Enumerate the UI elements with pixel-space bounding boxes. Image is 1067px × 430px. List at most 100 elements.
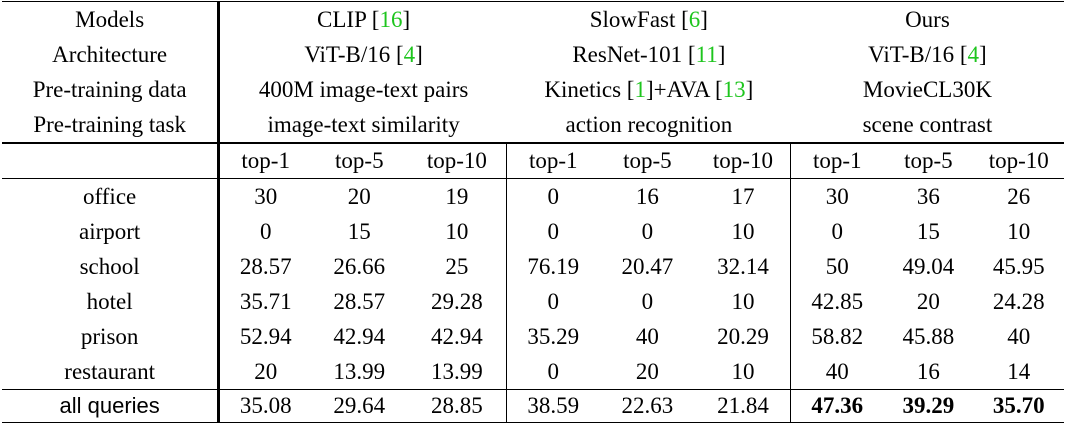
data-row: restaurant 20 13.99 13.99 0 20 10 40 16 14 xyxy=(2,354,1064,390)
row-header: Models xyxy=(2,1,221,37)
value-cell: 16 xyxy=(916,358,940,384)
data-row: office 30 20 19 0 16 17 30 36 26 xyxy=(2,178,1064,214)
value-cell: 28.57 xyxy=(239,253,292,279)
value-cell: 29.28 xyxy=(407,284,508,319)
citation: 11 xyxy=(695,41,718,67)
cell-text: ] xyxy=(745,76,754,102)
model-cell: ResNet-101 [11] xyxy=(507,37,791,72)
value-cell: 58.82 xyxy=(811,323,864,349)
value-cell: 28.85 xyxy=(407,389,508,423)
results-table: Models CLIP [16] SlowFast [6] Ours Architect… xyxy=(2,1,1064,423)
value-cell: 0 xyxy=(547,358,560,384)
value-cell: 15 xyxy=(916,218,940,244)
value-cell: 13.99 xyxy=(333,358,386,384)
cell-text: ] xyxy=(700,6,708,32)
citation: 1 xyxy=(634,76,646,102)
value-cell: 0 xyxy=(641,288,654,314)
value-cell: 39.29 xyxy=(883,389,974,423)
value-cell: 29.64 xyxy=(311,389,408,423)
value-cell: 0 xyxy=(547,183,560,209)
value-cell: 52.94 xyxy=(239,323,292,349)
value-cell: 50 xyxy=(825,253,849,279)
model-cell: CLIP [16] xyxy=(218,1,507,37)
value-cell: 40 xyxy=(1007,323,1031,349)
value-cell: 26 xyxy=(1007,183,1031,209)
model-cell: Ours xyxy=(790,1,1064,37)
cell-text: CLIP [ xyxy=(317,6,380,32)
value-cell: 28.57 xyxy=(333,288,386,314)
value-cell: 40 xyxy=(825,358,849,384)
model-cell: 400M image-text pairs xyxy=(219,72,507,107)
row-label: prison xyxy=(2,319,221,354)
metric-header: top-1 xyxy=(218,142,312,179)
header-row: Models CLIP [16] SlowFast [6] Ours xyxy=(2,1,1064,37)
value-cell: 0 xyxy=(547,218,560,244)
value-cell: 35.29 xyxy=(527,323,580,349)
empty-cell xyxy=(2,142,221,179)
row-label: school xyxy=(2,249,221,284)
value-cell: 45.95 xyxy=(992,253,1045,279)
header-row: Pre-training data 400M image-text pairs Ki… xyxy=(2,72,1064,107)
data-row: school 28.57 26.66 25 76.19 20.47 32.14 50 49.04… xyxy=(2,249,1064,284)
cell-text: Architecture xyxy=(52,41,168,67)
cell-text: ] xyxy=(717,41,726,67)
header-row: Architecture ViT-B/16 [4] ResNet-101 [11] V… xyxy=(2,37,1064,72)
model-cell: scene contrast xyxy=(791,107,1064,143)
citation: 4 xyxy=(967,41,980,67)
value-cell: 20 xyxy=(635,358,659,384)
row-header: Architecture xyxy=(2,37,221,72)
value-cell: 38.59 xyxy=(506,389,600,423)
value-cell: 32.14 xyxy=(695,249,792,284)
value-cell: 26.66 xyxy=(333,253,386,279)
value-cell: 15 xyxy=(347,218,371,244)
value-cell: 10 xyxy=(407,214,508,249)
value-cell: 21.84 xyxy=(695,389,792,423)
cell-text: image-text similarity xyxy=(267,111,460,137)
value-cell: 22.63 xyxy=(599,389,696,423)
cell-text: SlowFast [ xyxy=(589,6,689,32)
data-row: prison 52.94 42.94 42.94 35.29 40 20.29 58.82 45… xyxy=(2,319,1064,354)
row-label: office xyxy=(2,178,221,214)
citation: 6 xyxy=(688,6,701,32)
value-cell: 20 xyxy=(347,183,371,209)
value-cell: 14 xyxy=(1007,358,1031,384)
cell-text: action recognition xyxy=(565,111,733,137)
value-cell: 20.47 xyxy=(621,253,674,279)
metric-header: top-10 xyxy=(973,142,1064,179)
row-header: Pre-training task xyxy=(2,107,221,143)
cell-text: ViT-B/16 [ xyxy=(868,41,968,67)
row-label: hotel xyxy=(2,284,221,319)
value-cell: 35.70 xyxy=(973,389,1064,423)
value-cell: 0 xyxy=(831,218,844,244)
metric-header: top-1 xyxy=(790,142,884,179)
value-cell: 42.85 xyxy=(811,288,864,314)
value-cell: 0 xyxy=(641,218,654,244)
value-cell: 20 xyxy=(916,288,940,314)
value-cell: 0 xyxy=(259,218,272,244)
metric-header: top-1 xyxy=(506,142,600,179)
value-cell: 30 xyxy=(825,183,849,209)
value-cell: 19 xyxy=(407,178,508,214)
row-label: airport xyxy=(2,214,221,249)
metric-header: top-10 xyxy=(695,142,792,179)
value-cell: 36 xyxy=(916,183,940,209)
value-cell: 10 xyxy=(1007,218,1031,244)
model-cell: ViT-B/16 [4] xyxy=(219,37,507,72)
value-cell: 25 xyxy=(407,249,508,284)
value-cell: 45.88 xyxy=(902,323,955,349)
header-row: Pre-training task image-text similarity ac… xyxy=(2,107,1064,143)
metric-header: top-5 xyxy=(311,142,408,179)
citation: 16 xyxy=(379,6,403,32)
value-cell: 0 xyxy=(547,288,560,314)
value-cell: 10 xyxy=(695,214,792,249)
value-cell: 20 xyxy=(254,358,278,384)
value-cell: 42.94 xyxy=(333,323,386,349)
cell-text: Ours xyxy=(905,6,950,32)
value-cell: 42.94 xyxy=(407,319,508,354)
table-body: Models CLIP [16] SlowFast [6] Ours Architect… xyxy=(2,1,1064,423)
model-cell: MovieCL30K xyxy=(791,72,1064,107)
value-cell: 35.08 xyxy=(218,389,312,423)
metric-header: top-5 xyxy=(599,142,696,179)
data-row: hotel 35.71 28.57 29.28 0 0 10 42.85 20 24.28 xyxy=(2,284,1064,319)
